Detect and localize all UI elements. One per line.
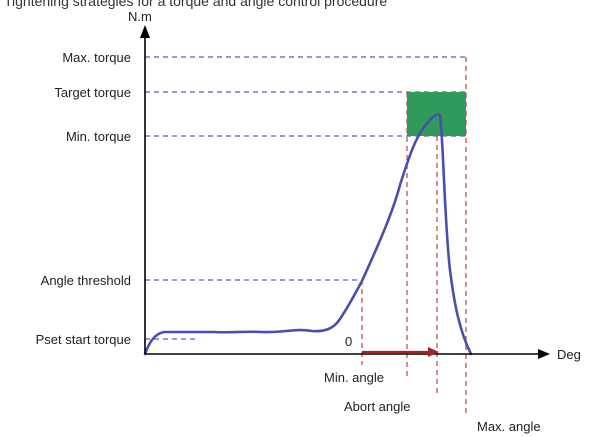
min-angle-label: Min. angle [324, 370, 384, 385]
max-angle-label: Max. angle [477, 419, 541, 434]
angle-guide-lines [361, 57, 467, 417]
abort-angle-label: Abort angle [344, 399, 411, 414]
x-axis-unit-label: Deg [557, 347, 581, 362]
y-axis-unit-label: N.m [128, 9, 152, 24]
target-torque-label: Target torque [54, 85, 131, 100]
figure-caption: Tightening strategies for a torque and a… [4, 0, 388, 9]
axes [140, 25, 550, 359]
zero-angle-label: 0 [345, 334, 352, 349]
angle-window-arrow [362, 347, 439, 357]
pset-start-torque-label: Pset start torque [36, 332, 131, 347]
y-axis-arrowhead [140, 25, 150, 38]
min-torque-label: Min. torque [66, 129, 131, 144]
torque-guide-lines [145, 56, 466, 340]
max-torque-label: Max. torque [62, 50, 131, 65]
torque-curve [143, 113, 473, 356]
x-axis-arrowhead [538, 349, 550, 359]
angle-threshold-label: Angle threshold [41, 273, 131, 288]
